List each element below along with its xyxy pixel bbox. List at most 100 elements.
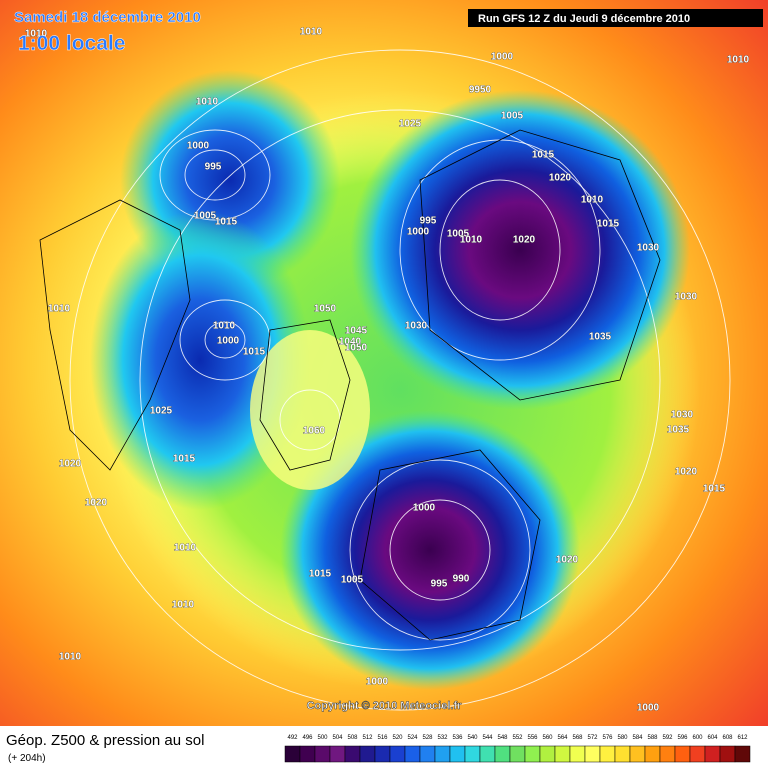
- pressure-label: 1005: [501, 111, 524, 122]
- scale-label: 536: [452, 735, 463, 741]
- pressure-label: 1025: [399, 119, 422, 130]
- pressure-label: 1000: [491, 52, 514, 63]
- map-date: Samedi 18 décembre 2010: [14, 9, 201, 26]
- scale-label: 504: [332, 735, 343, 741]
- scale-swatch: [389, 745, 406, 763]
- scale-swatch: [554, 745, 571, 763]
- scale-label: 532: [437, 735, 448, 741]
- pressure-label: 1000: [407, 227, 430, 238]
- scale-swatch: [569, 745, 586, 763]
- map-area: 1010 101010009950101010101025100510009951…: [0, 0, 768, 726]
- pressure-label: 990: [453, 574, 470, 585]
- scale-label: 516: [377, 735, 388, 741]
- scale-swatch: [674, 745, 691, 763]
- pressure-label: 995: [431, 579, 448, 590]
- scale-swatch: [404, 745, 421, 763]
- pressure-label: 1030: [405, 321, 428, 332]
- pressure-label: 1015: [703, 484, 726, 495]
- scale-label: 552: [512, 735, 523, 741]
- isobars: [69, 49, 731, 711]
- scale-label: 612: [737, 735, 748, 741]
- pressure-label: 1010: [581, 195, 604, 206]
- scale-swatch: [524, 745, 541, 763]
- low-zone: [280, 410, 580, 690]
- scale-label: 576: [602, 735, 613, 741]
- scale-label: 564: [557, 735, 568, 741]
- pressure-label: 1010: [48, 304, 71, 315]
- scale-label: 584: [632, 735, 643, 741]
- scale-label: 520: [392, 735, 403, 741]
- footer: Géop. Z500 & pression au sol (+ 204h) 49…: [0, 726, 768, 768]
- scale-label: 572: [587, 735, 598, 741]
- scale-swatch: [434, 745, 451, 763]
- pressure-label: 1050: [345, 343, 368, 354]
- pressure-label: 1000: [413, 503, 436, 514]
- pressure-label: 1015: [215, 217, 238, 228]
- scale-label: 592: [662, 735, 673, 741]
- pressure-label: 1020: [59, 459, 82, 470]
- run-info: Run GFS 12 Z du Jeudi 9 décembre 2010: [478, 13, 690, 25]
- pressure-label: 1040: [339, 337, 362, 348]
- scale-swatch: [689, 745, 706, 763]
- pressure-label: 1005: [194, 211, 217, 222]
- pressure-label: 1030: [671, 410, 694, 421]
- pressure-label: 1020: [556, 555, 579, 566]
- scale-swatch: [659, 745, 676, 763]
- greenland-high: [250, 330, 370, 490]
- scale-swatch: [644, 745, 661, 763]
- map-time: 1:00 locale: [18, 32, 125, 55]
- pressure-label: 1025: [150, 406, 173, 417]
- low-zone: [350, 90, 690, 410]
- pressure-label: 995: [420, 216, 437, 227]
- pressure-label: 1000: [187, 141, 210, 152]
- scale-swatch: [329, 745, 346, 763]
- pressure-label: 1050: [314, 304, 337, 315]
- scale-label: 492: [287, 735, 298, 741]
- scale-label: 608: [722, 735, 733, 741]
- pressure-label: 1015: [597, 219, 620, 230]
- scale-swatch: [314, 745, 331, 763]
- scale-label: 588: [647, 735, 658, 741]
- pressure-label: 1060: [303, 426, 326, 437]
- footer-lead: (+ 204h): [8, 753, 46, 764]
- scale-label: 604: [707, 735, 718, 741]
- scale-label: 500: [317, 735, 328, 741]
- pressure-label: 1010: [172, 600, 195, 611]
- scale-label: 600: [692, 735, 703, 741]
- scale-label: 496: [302, 735, 313, 741]
- scale-swatch: [614, 745, 631, 763]
- footer-title: Géop. Z500 & pression au sol: [6, 732, 204, 749]
- color-scale: 492 496 500 504 508 512 516 520 524 528 532 536 540 5…: [284, 735, 751, 763]
- scale-swatch: [464, 745, 481, 763]
- pressure-label: 1020: [85, 498, 108, 509]
- pressure-label: 1010: [25, 29, 48, 40]
- scale-swatch: [494, 745, 511, 763]
- pressure-label: 1000: [217, 336, 240, 347]
- pressure-label: 1045: [345, 326, 368, 337]
- pressure-label: 1005: [447, 229, 470, 240]
- scale-label: 512: [362, 735, 373, 741]
- scale-swatch: [734, 745, 751, 763]
- pressure-label: 1030: [637, 243, 660, 254]
- scale-label: 556: [527, 735, 538, 741]
- pressure-label: 1000: [366, 677, 389, 688]
- scale-swatch: [419, 745, 436, 763]
- scale-swatch: [509, 745, 526, 763]
- pressure-label: 1020: [675, 467, 698, 478]
- scale-swatch: [704, 745, 721, 763]
- pressure-label: 1035: [589, 332, 612, 343]
- pressure-label: 1010: [59, 652, 82, 663]
- pressure-label: 1030: [675, 292, 698, 303]
- pressure-label: 1010: [460, 235, 483, 246]
- scale-swatch: [344, 745, 361, 763]
- scale-swatch: [599, 745, 616, 763]
- scale-swatch: [359, 745, 376, 763]
- scale-label: 528: [422, 735, 433, 741]
- scale-label: 568: [572, 735, 583, 741]
- scale-swatch: [719, 745, 736, 763]
- pressure-label: 9950: [469, 85, 492, 96]
- run-box: [468, 9, 763, 27]
- pressure-label: 995: [205, 162, 222, 173]
- pressure-label: 1015: [309, 569, 332, 580]
